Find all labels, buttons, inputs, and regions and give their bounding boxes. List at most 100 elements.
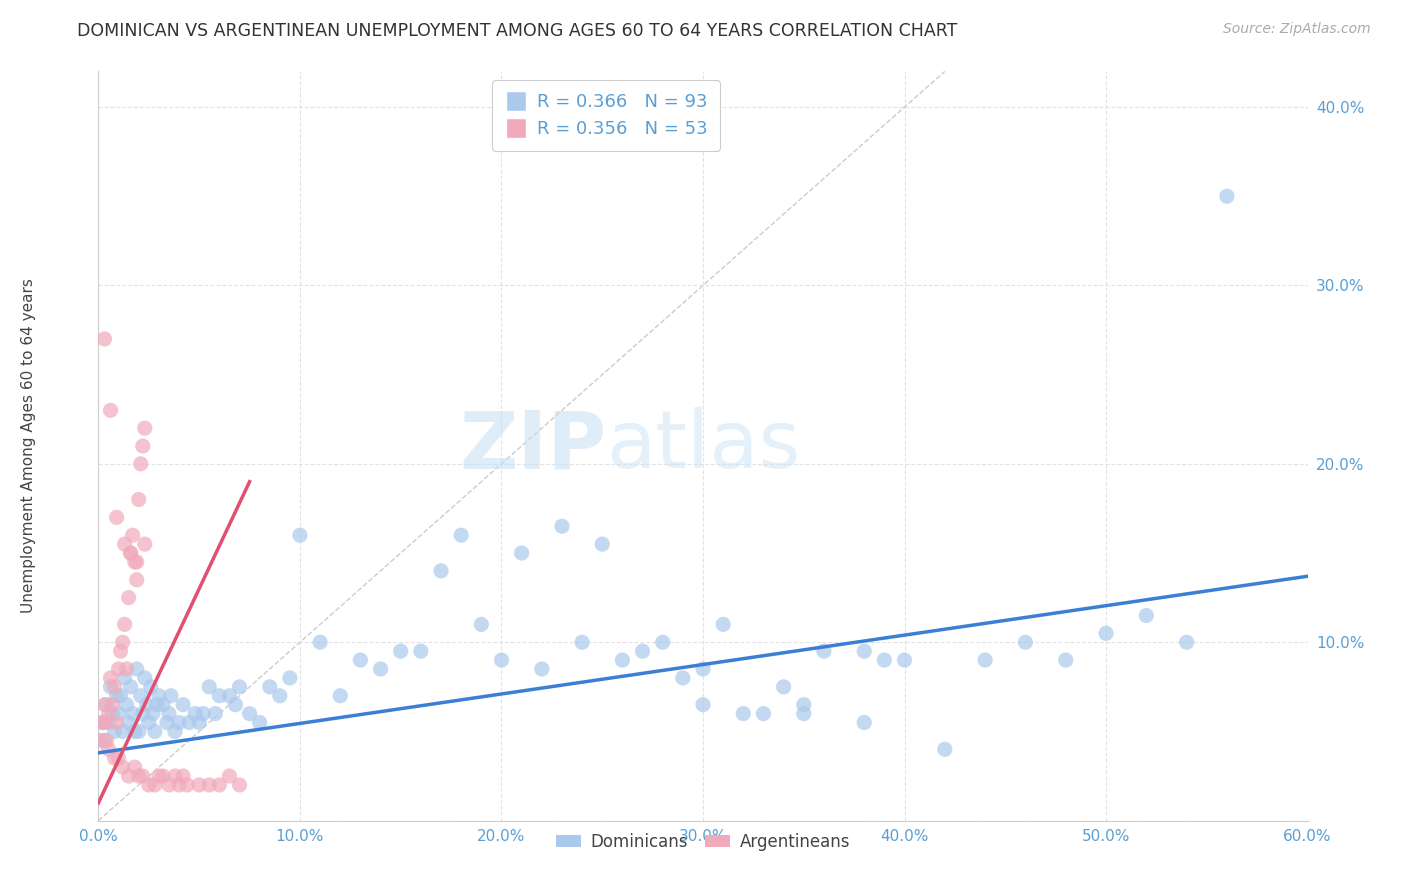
- Point: [733, 706, 755, 721]
- Point: [156, 715, 179, 730]
- Point: [110, 644, 132, 658]
- Point: [193, 706, 215, 721]
- Point: [278, 671, 301, 685]
- Point: [772, 680, 794, 694]
- Point: [160, 689, 183, 703]
- Point: [1054, 653, 1077, 667]
- Point: [793, 706, 815, 721]
- Point: [129, 689, 152, 703]
- Point: [93, 715, 115, 730]
- Point: [152, 698, 174, 712]
- Point: [146, 698, 169, 712]
- Point: [120, 680, 142, 694]
- Point: [107, 662, 129, 676]
- Text: atlas: atlas: [606, 407, 800, 485]
- Point: [134, 537, 156, 551]
- Point: [100, 680, 122, 694]
- Point: [128, 724, 150, 739]
- Point: [143, 778, 166, 792]
- Point: [157, 778, 180, 792]
- Point: [105, 715, 128, 730]
- Point: [853, 715, 876, 730]
- Point: [93, 332, 115, 346]
- Point: [530, 662, 553, 676]
- Point: [121, 528, 143, 542]
- Point: [97, 742, 120, 756]
- Point: [184, 706, 207, 721]
- Point: [204, 706, 226, 721]
- Point: [101, 698, 124, 712]
- Point: [91, 715, 114, 730]
- Point: [208, 778, 231, 792]
- Point: [129, 457, 152, 471]
- Point: [143, 724, 166, 739]
- Point: [591, 537, 613, 551]
- Point: [100, 403, 122, 417]
- Point: [309, 635, 332, 649]
- Point: [124, 724, 146, 739]
- Point: [450, 528, 472, 542]
- Point: [167, 778, 190, 792]
- Text: DOMINICAN VS ARGENTINEAN UNEMPLOYMENT AMONG AGES 60 TO 64 YEARS CORRELATION CHAR: DOMINICAN VS ARGENTINEAN UNEMPLOYMENT AM…: [77, 22, 957, 40]
- Point: [329, 689, 352, 703]
- Point: [612, 653, 634, 667]
- Point: [188, 715, 211, 730]
- Point: [551, 519, 574, 533]
- Point: [179, 715, 201, 730]
- Point: [269, 689, 291, 703]
- Point: [163, 769, 186, 783]
- Point: [103, 680, 125, 694]
- Point: [752, 706, 775, 721]
- Point: [93, 698, 115, 712]
- Point: [128, 492, 150, 507]
- Point: [157, 706, 180, 721]
- Point: [100, 671, 122, 685]
- Point: [96, 698, 118, 712]
- Point: [103, 724, 125, 739]
- Point: [111, 635, 134, 649]
- Point: [239, 706, 262, 721]
- Point: [152, 769, 174, 783]
- Point: [148, 769, 170, 783]
- Point: [198, 680, 221, 694]
- Point: [813, 644, 835, 658]
- Point: [125, 662, 148, 676]
- Point: [167, 715, 190, 730]
- Point: [1095, 626, 1118, 640]
- Point: [470, 617, 492, 632]
- Point: [101, 706, 124, 721]
- Point: [651, 635, 673, 649]
- Point: [128, 769, 150, 783]
- Point: [1135, 608, 1157, 623]
- Point: [107, 751, 129, 765]
- Point: [1175, 635, 1198, 649]
- Point: [103, 751, 125, 765]
- Point: [132, 439, 155, 453]
- Point: [138, 715, 160, 730]
- Point: [111, 724, 134, 739]
- Point: [105, 689, 128, 703]
- Point: [134, 421, 156, 435]
- Point: [228, 778, 250, 792]
- Point: [370, 662, 392, 676]
- Point: [974, 653, 997, 667]
- Point: [510, 546, 533, 560]
- Point: [115, 698, 138, 712]
- Point: [198, 778, 221, 792]
- Point: [672, 671, 695, 685]
- Point: [1014, 635, 1036, 649]
- Point: [118, 769, 141, 783]
- Y-axis label: Unemployment Among Ages 60 to 64 years: Unemployment Among Ages 60 to 64 years: [21, 278, 37, 614]
- Point: [115, 662, 138, 676]
- Point: [349, 653, 371, 667]
- Point: [96, 733, 118, 747]
- Point: [793, 698, 815, 712]
- Point: [107, 706, 129, 721]
- Point: [176, 778, 198, 792]
- Point: [135, 698, 157, 712]
- Point: [97, 715, 120, 730]
- Point: [389, 644, 412, 658]
- Point: [142, 706, 165, 721]
- Point: [97, 706, 120, 721]
- Point: [259, 680, 281, 694]
